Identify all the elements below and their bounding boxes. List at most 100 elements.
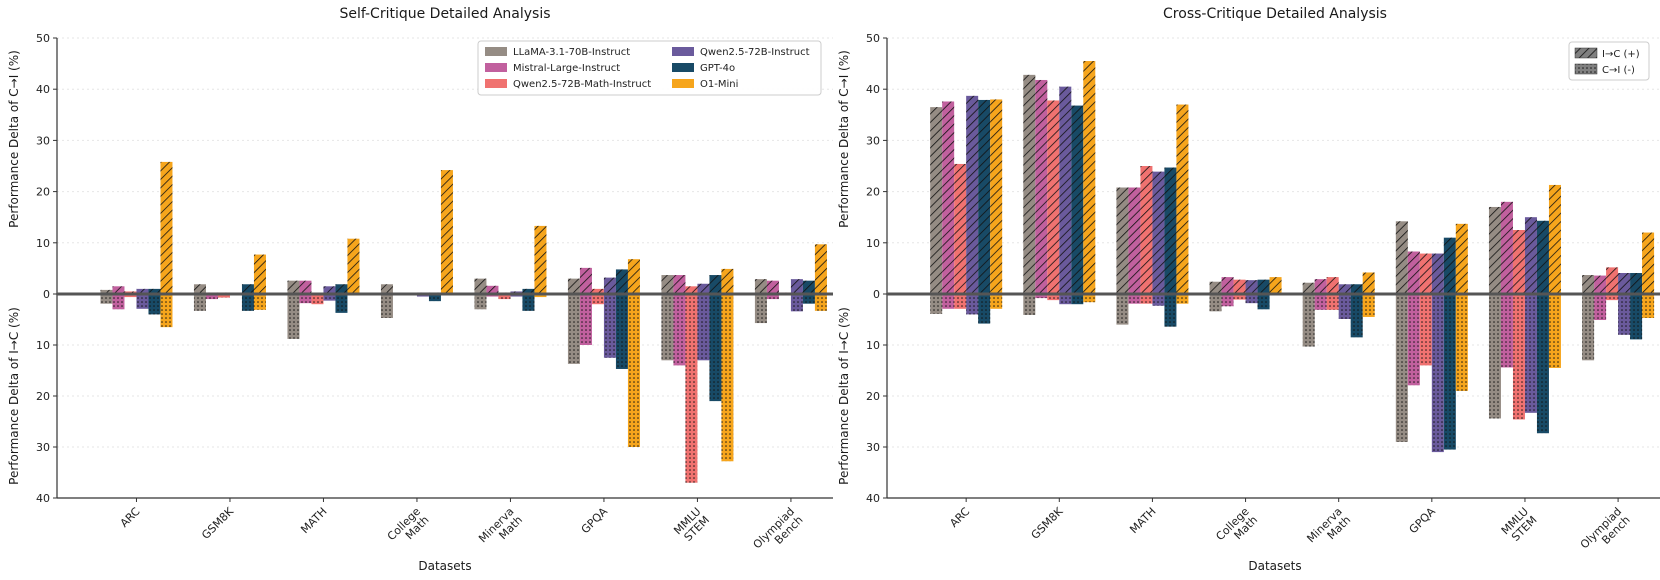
chart-title: Cross-Critique Detailed Analysis [1163,6,1387,22]
bar-down-hatch [627,294,640,447]
bar-down-hatch [124,294,137,298]
bar-up-hatch [978,99,991,295]
legend-swatch-qwen-math [485,79,507,88]
bar-up-hatch [790,279,803,294]
bar-down-hatch [990,294,1003,309]
bar-down-hatch [802,294,815,304]
bar-down-hatch [474,294,487,310]
bar-up-hatch [136,288,149,294]
bar-down-hatch [1630,294,1643,340]
bar-up-hatch [1524,217,1537,294]
bar-down-hatch [522,294,535,311]
bar-down-hatch [754,294,767,324]
bar-up-hatch [615,269,628,294]
bar-up-hatch [1023,74,1036,294]
legend-swatch-gpt4o [672,63,694,72]
legend-label-o1mini: O1-Mini [700,79,738,90]
bar-up-hatch [1164,167,1177,294]
x-tick-label: MMLUSTEM [671,505,712,546]
bar-up-hatch [347,238,360,294]
legend-label-qwen-math: Qwen2.5-72B-Math-Instruct [513,79,651,90]
bar-down-hatch [1419,294,1432,366]
bar-down-hatch [1152,294,1165,306]
bar-down-hatch [148,294,161,315]
bar-down-hatch [136,294,149,309]
bar-up-hatch [1488,206,1501,294]
bar-up-hatch [1245,280,1258,294]
bar-up-hatch [966,95,979,294]
bar-down-hatch [615,294,628,369]
bar-down-hatch [1350,294,1363,338]
bar-up-hatch [1083,61,1096,294]
legend-label-llama: LLaMA-3.1-70B-Instruct [513,47,630,58]
bar-down-hatch [1071,294,1084,305]
bar-down-hatch [217,294,230,298]
bar-down-hatch [1035,294,1048,299]
bar-up-hatch [990,99,1003,294]
bar-up-hatch [766,280,779,294]
x-axis-label: Datasets [418,559,471,573]
bar-up-hatch [1176,104,1189,294]
bar-down-hatch [579,294,592,345]
x-tick-label: GSM8K [199,504,236,541]
y-axis-label-bottom: Performance Delta of I→C (%) [837,307,851,485]
bar-up-hatch [474,278,487,294]
y-tick-label: 30 [866,134,880,147]
bar-up-hatch [1407,251,1420,294]
bar-down-hatch [1047,294,1060,301]
bar-up-hatch [1071,105,1084,294]
bar-down-hatch [1407,294,1420,386]
bar-down-hatch [1548,294,1561,368]
bar-up-hatch [1548,184,1561,294]
bar-up-hatch [1047,100,1060,295]
bar-up-hatch [1233,279,1246,294]
bar-up-hatch [1128,187,1141,294]
bar-up-hatch [661,275,674,294]
bar-down-hatch [697,294,710,361]
bar-up-hatch [241,284,254,294]
y-tick-label: 20 [36,390,50,403]
bar-down-hatch [1443,294,1456,450]
legend-label-qwen: Qwen2.5-72B-Instruct [700,47,810,58]
bar-up-hatch [954,163,967,294]
bar-down-hatch [1023,294,1036,315]
x-tick-label: MMLUSTEM [1499,505,1540,546]
bar-up-hatch [754,279,767,294]
bar-down-hatch [1176,294,1189,304]
y-tick-label: 0 [43,288,50,301]
bar-up-hatch [1116,187,1129,294]
bar-down-hatch [1642,294,1655,318]
bar-up-hatch [440,170,453,294]
legend-swatch-qwen [672,47,694,56]
x-tick-label: CollegeMath [1213,505,1260,552]
bar-down-hatch [766,294,779,300]
bar-up-hatch [1455,223,1468,294]
bar-down-hatch [498,294,511,300]
y-tick-label: 40 [866,83,880,96]
y-tick-label: 40 [36,83,50,96]
bar-up-hatch [522,288,535,294]
bar-down-hatch [709,294,722,402]
bar-up-hatch [1630,273,1643,294]
bar-down-hatch [534,294,547,298]
bar-down-hatch [335,294,348,313]
bar-down-hatch [380,294,393,318]
bar-up-hatch [591,288,604,294]
y-tick-label: 10 [866,339,880,352]
bar-up-hatch [193,284,206,294]
bar-up-hatch [1395,221,1408,294]
bar-down-hatch [1233,294,1246,300]
bar-up-hatch [1606,267,1619,294]
bar-down-hatch [1221,294,1234,307]
bar-up-hatch [930,107,943,295]
x-tick-label: MinervaMath [1304,505,1353,554]
bar-up-hatch [1642,232,1655,294]
bar-down-hatch [1128,294,1141,304]
self-critique-panel: Self-Critique Detailed Analysis Datasets… [7,6,833,573]
bar-up-hatch [697,283,710,294]
bar-down-hatch [205,294,218,300]
bar-up-hatch [1209,281,1222,294]
chart-title: Self-Critique Detailed Analysis [339,6,550,22]
bar-up-hatch [1152,171,1165,294]
legend-label-i-to-c: I→C (+) [1602,49,1640,60]
